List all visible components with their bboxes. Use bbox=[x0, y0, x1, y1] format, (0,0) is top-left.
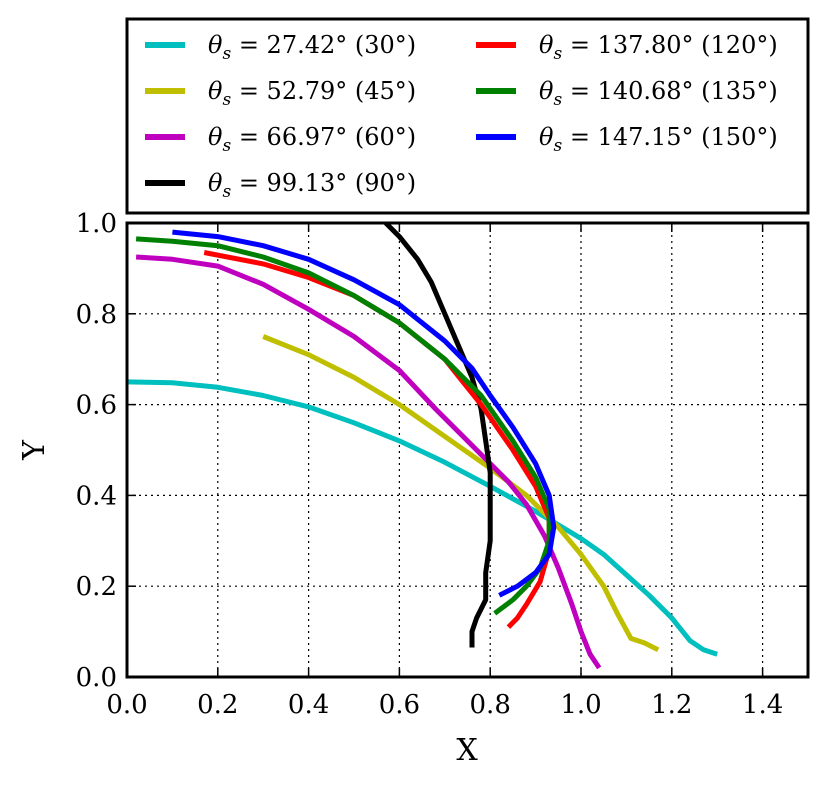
y-tick-label: 0.0 bbox=[76, 663, 117, 693]
x-tick-label: 1.4 bbox=[742, 690, 783, 720]
grid bbox=[127, 223, 808, 677]
legend-frame bbox=[125, 17, 810, 215]
legend-item-0: θs = 27.42° (30°) bbox=[145, 31, 416, 64]
x-tick-label: 0.8 bbox=[470, 690, 511, 720]
legend-label: θs = 137.80° (120°) bbox=[539, 31, 778, 64]
legend-item-2: θs = 66.97° (60°) bbox=[145, 123, 416, 156]
y-tick-label: 1.0 bbox=[76, 209, 117, 239]
x-tick-label: 0.0 bbox=[106, 690, 147, 720]
legend-label: θs = 99.13° (90°) bbox=[208, 169, 416, 202]
legend-item-3: θs = 99.13° (90°) bbox=[145, 169, 416, 202]
series-line-0 bbox=[126, 379, 718, 657]
x-tick-label: 0.4 bbox=[288, 690, 329, 720]
legend-item-4: θs = 137.80° (120°) bbox=[476, 31, 778, 64]
legend-item-6: θs = 147.15° (150°) bbox=[476, 123, 778, 156]
x-axis-title: X bbox=[456, 733, 478, 768]
legend-label: θs = 27.42° (30°) bbox=[208, 31, 416, 64]
x-tick-label: 0.6 bbox=[379, 690, 420, 720]
plot-frame bbox=[125, 221, 810, 679]
series-line-3 bbox=[384, 221, 493, 648]
legend-label: θs = 140.68° (135°) bbox=[539, 77, 778, 110]
x-tick-label: 0.2 bbox=[197, 690, 238, 720]
legend-label: θs = 147.15° (150°) bbox=[539, 123, 778, 156]
y-tick-label: 0.2 bbox=[76, 572, 117, 602]
legend-item-1: θs = 52.79° (45°) bbox=[145, 77, 416, 110]
legend-label: θs = 66.97° (60°) bbox=[208, 123, 416, 156]
legend: θs = 27.42° (30°) θs = 52.79° (45°) θs = 6… bbox=[125, 17, 810, 215]
x-tick-label: 1.0 bbox=[560, 690, 601, 720]
series-line-6 bbox=[172, 229, 557, 598]
legend-item-5: θs = 140.68° (135°) bbox=[476, 77, 778, 110]
series-line-2 bbox=[135, 254, 602, 670]
series-layer bbox=[126, 221, 718, 670]
y-tick-label: 0.6 bbox=[76, 391, 117, 421]
series-line-4 bbox=[203, 250, 552, 629]
x-tick-label: 1.2 bbox=[651, 690, 692, 720]
y-axis-title: Y bbox=[17, 439, 52, 461]
series-line-1 bbox=[262, 334, 660, 653]
y-tick-label: 0.8 bbox=[76, 300, 117, 330]
y-tick-label: 0.4 bbox=[76, 481, 117, 511]
legend-label: θs = 52.79° (45°) bbox=[208, 77, 416, 110]
plot-area: 0.0 0.2 0.4 0.6 0.8 1.0 1.2 1.4 0.0 0.2 0.4 0.6 0.8 1… bbox=[76, 209, 810, 720]
ticks: 0.0 0.2 0.4 0.6 0.8 1.0 1.2 1.4 0.0 0.2 0.4 0.6 0.8 1… bbox=[76, 209, 808, 720]
